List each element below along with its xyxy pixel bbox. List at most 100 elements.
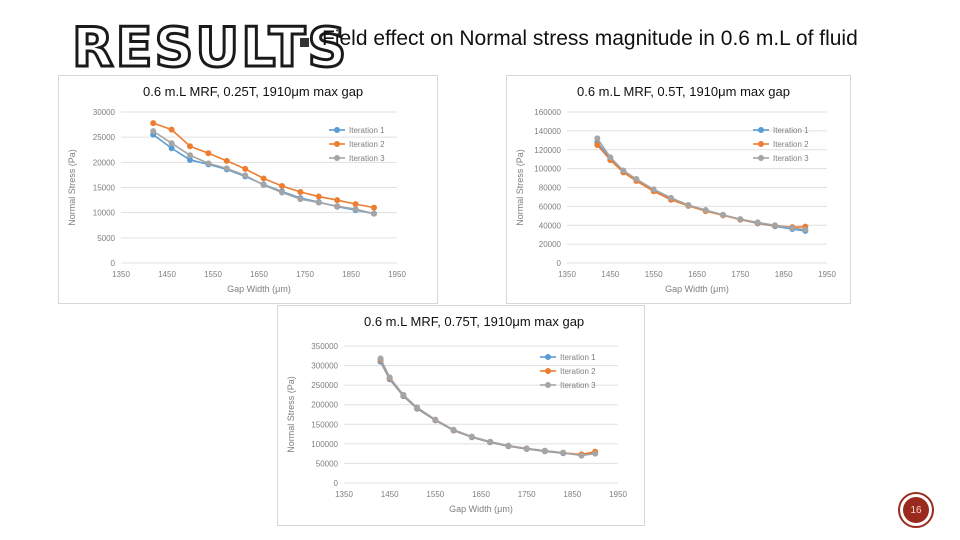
data-point (468, 433, 475, 440)
x-tick-label: 1850 (563, 490, 581, 499)
x-tick-label: 1450 (158, 270, 176, 279)
y-tick-label: 100000 (534, 165, 561, 174)
x-tick-label: 1350 (558, 270, 576, 279)
x-tick-label: 1350 (112, 270, 130, 279)
y-axis-label: Normal Stress (Pa) (67, 149, 77, 226)
data-point (223, 165, 230, 172)
data-point (187, 152, 193, 159)
chart-3: 0 50000 100000 150000 200000 250000 300000 3500… (286, 342, 627, 514)
data-point (168, 140, 175, 147)
y-tick-label: 60000 (539, 202, 562, 211)
x-tick-label: 1950 (609, 490, 627, 499)
legend-label-3: Iteration 3 (560, 381, 596, 390)
slide-title: RESULTS (70, 16, 349, 79)
y-tick-label: 20000 (93, 158, 116, 167)
legend-marker-3 (334, 155, 340, 161)
y-tick-label: 140000 (534, 127, 561, 136)
y-tick-label: 0 (557, 259, 562, 268)
y-tick-label: 5000 (97, 234, 115, 243)
data-point (279, 189, 285, 196)
data-point (223, 157, 230, 164)
y-tick-label: 80000 (539, 184, 562, 193)
legend-label-1: Iteration 1 (560, 353, 596, 362)
x-tick-label: 1650 (472, 490, 490, 499)
legend-marker-1 (334, 127, 340, 133)
legend-label-2: Iteration 2 (560, 367, 596, 376)
data-point (668, 194, 674, 201)
data-point (802, 226, 809, 233)
data-point (650, 186, 657, 193)
legend-marker-2 (334, 141, 340, 147)
data-point (260, 175, 267, 182)
data-point (607, 154, 614, 161)
data-point (592, 450, 599, 457)
x-tick-label: 1450 (381, 490, 399, 499)
data-point (371, 210, 377, 217)
y-tick-label: 120000 (534, 146, 561, 155)
data-point (352, 201, 359, 208)
x-tick-label: 1650 (250, 270, 268, 279)
data-point (541, 447, 548, 454)
page-number: 16 (903, 497, 929, 523)
y-tick-label: 0 (111, 259, 116, 268)
x-tick-label: 1550 (645, 270, 663, 279)
data-point (594, 142, 601, 149)
y-tick-label: 50000 (316, 459, 339, 468)
data-point (578, 452, 585, 459)
data-point (150, 128, 157, 135)
chart-panel-2: 0 20000 40000 60000 80000 100000 120000 140000 1… (506, 75, 851, 304)
y-axis-label: Normal Stress (Pa) (515, 149, 525, 226)
data-point (523, 445, 530, 452)
series-line-1 (152, 134, 375, 215)
chart-2: 0 20000 40000 60000 80000 100000 120000 140000 1… (515, 108, 836, 294)
data-point (560, 449, 567, 456)
data-point (334, 197, 341, 204)
data-point (772, 222, 778, 229)
chart-panel-3: 0 50000 100000 150000 200000 250000 300000 3500… (277, 305, 645, 526)
data-point (377, 355, 384, 362)
y-tick-label: 0 (334, 479, 339, 488)
legend-marker-1 (758, 127, 764, 133)
data-point (205, 160, 212, 167)
y-tick-label: 15000 (93, 184, 116, 193)
x-tick-label: 1750 (731, 270, 749, 279)
data-point (450, 426, 457, 433)
legend-marker-3 (545, 382, 551, 388)
y-tick-label: 150000 (311, 420, 338, 429)
x-axis-label: Gap Width (μm) (665, 284, 729, 294)
y-axis-label: Normal Stress (Pa) (286, 376, 296, 453)
data-point (352, 206, 359, 213)
legend-label-2: Iteration 2 (349, 140, 385, 149)
data-point (297, 189, 304, 196)
y-tick-label: 30000 (93, 108, 116, 117)
chart-3-title: 0.6 m.L MRF, 0.75T, 1910μm max gap (364, 314, 585, 329)
data-point (685, 201, 692, 208)
legend-marker-2 (758, 141, 764, 147)
x-tick-label: 1550 (426, 490, 444, 499)
x-tick-label: 1650 (688, 270, 706, 279)
y-tick-label: 300000 (311, 362, 338, 371)
data-point (620, 167, 627, 174)
data-point (315, 199, 322, 206)
chart-1: 0 5000 10000 15000 20000 25000 30000 1350 1450 15… (67, 108, 406, 294)
legend-marker-3 (758, 155, 764, 161)
legend-label-1: Iteration 1 (773, 126, 809, 135)
x-tick-label: 1350 (335, 490, 353, 499)
x-tick-label: 1950 (388, 270, 406, 279)
data-point (168, 126, 175, 133)
data-point (297, 196, 304, 203)
data-point (150, 120, 157, 127)
x-tick-label: 1950 (818, 270, 836, 279)
slide-subtitle: Field effect on Normal stress magnitude … (322, 27, 858, 50)
data-point (720, 211, 726, 218)
data-point (242, 172, 249, 179)
data-point (242, 165, 249, 172)
data-point (487, 438, 494, 445)
y-tick-label: 10000 (93, 209, 116, 218)
data-point (279, 182, 285, 189)
x-tick-label: 1850 (775, 270, 793, 279)
x-axis-label: Gap Width (μm) (227, 284, 291, 294)
data-point (633, 176, 640, 183)
y-tick-label: 20000 (539, 240, 562, 249)
y-tick-label: 250000 (311, 381, 338, 390)
